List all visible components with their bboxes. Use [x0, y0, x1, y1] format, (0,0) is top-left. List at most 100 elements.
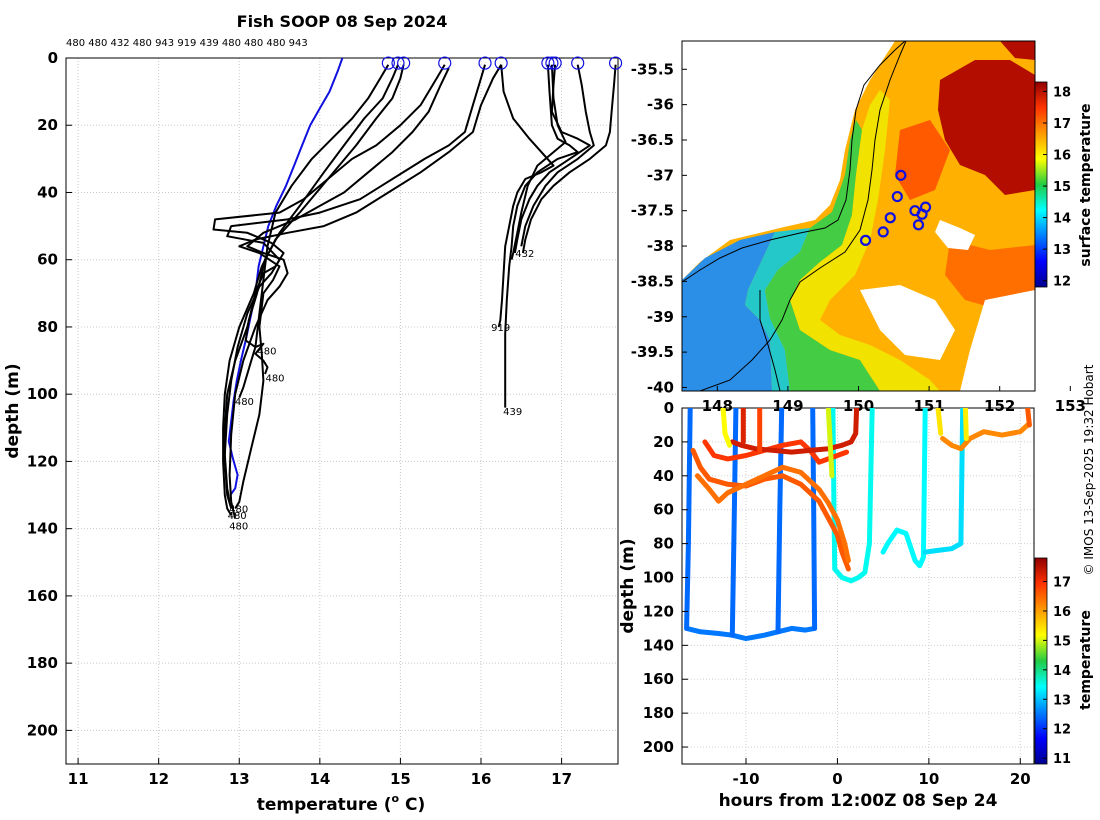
temperature-track [690, 447, 851, 572]
temperature-track [729, 408, 739, 638]
surface-marker [397, 56, 411, 70]
y-tick-label: 120 [643, 602, 674, 620]
colorbar-tick-label: 18 [1053, 85, 1071, 100]
surface-marker [391, 56, 405, 70]
temperature-track [729, 408, 860, 455]
y-tick-labels: 0 20 40 60 80 100 120 140 160 180 200 [27, 49, 72, 739]
colorbar-tick-label: 16 [1053, 149, 1071, 164]
colorbar-tick-label: 16 [1053, 605, 1071, 620]
sst-warm-core-1 [938, 60, 1035, 195]
cast-location-marker [895, 169, 907, 181]
watermark: © IMOS 13-Sep-2025 19:32 Hobart [1082, 364, 1096, 575]
lon-tick-label: 150 [843, 397, 874, 415]
y-tick-label: 140 [643, 636, 674, 654]
series-line-cast-480b [244, 64, 399, 375]
x-tick-label: 14 [309, 770, 330, 788]
lat-tick-label: -35.5 [631, 60, 674, 78]
series-line-cast-warm3 [513, 64, 591, 254]
xlabel-main: temperature ( [257, 795, 392, 815]
profile-chart: Fish SOOP 08 Sep 2024 480 480 432 480 94… [3, 12, 623, 815]
y-tick-label: 140 [27, 520, 58, 538]
y-tick-label: 180 [643, 704, 674, 722]
sst-warm-core-3 [945, 240, 1035, 310]
sst-cyan-band [745, 228, 810, 391]
y-tick-label: 80 [37, 318, 58, 336]
y-tick-label: 40 [37, 183, 58, 201]
cast-end-label: 919 [491, 323, 510, 334]
x-tick-label: 12 [148, 770, 169, 788]
y-tick-label: 120 [27, 452, 58, 470]
sst-blue-region [682, 232, 775, 391]
series-line-cast-warm2 [504, 64, 579, 408]
cast-end-label: 480 [229, 521, 248, 532]
temperature-track [775, 408, 785, 635]
colorbar-tick-label: 12 [1053, 723, 1071, 738]
cast-location-marker [909, 205, 921, 217]
x-tick-label: 10 [918, 770, 939, 788]
colorbar-tick-label: 11 [1053, 752, 1071, 767]
y-tick-label: 0 [48, 49, 58, 67]
xlabel-unit: C) [399, 795, 425, 815]
lon-tick-label: 148 [702, 397, 733, 415]
sst-cloud-patch-4 [1000, 41, 1035, 60]
sst-colorbar-ticks: 12 13 14 15 16 17 18 [1043, 85, 1071, 290]
lat-tick-label: -39.5 [631, 343, 674, 361]
temperature-colorbar-label: temperature [1078, 610, 1094, 710]
colorbar-tick-label: 13 [1053, 693, 1071, 708]
cast-location-marker [884, 212, 896, 224]
sst-cloud-patch-1 [935, 220, 975, 250]
lon-tick-label: 152 [984, 397, 1015, 415]
y-tick-label: 60 [37, 251, 58, 269]
surface-marker [548, 56, 562, 70]
colorbar-tick-label: 15 [1053, 634, 1071, 649]
sst-cloud-patch-3 [960, 290, 1035, 391]
y-tick-label: 20 [37, 116, 58, 134]
x-tick-label: 11 [68, 770, 89, 788]
y-tick-label: 100 [27, 385, 58, 403]
surface-marker [494, 56, 508, 70]
y-tick-label: 20 [653, 433, 674, 451]
profile-grid [66, 57, 618, 764]
temperature-track [720, 408, 732, 448]
series-line-cast-480c [212, 64, 446, 509]
shelf-contour-south [759, 290, 781, 391]
series-line-cast-919 [234, 64, 503, 510]
sst-map: -35.5 -36 -36.5 -37 -37.5 -38 -38.5 -39 -39.5 -40… [631, 40, 1094, 415]
lat-tick-label: -37 [647, 166, 674, 184]
top-cast-labels: 480 480 432 480 943 919 439 480 480 480 … [66, 38, 308, 49]
cast-end-label: 439 [503, 407, 522, 418]
x-tick-label: 15 [390, 770, 411, 788]
temperature-track [684, 625, 818, 642]
cast-end-label: 480 [265, 373, 284, 384]
temperature-tracks [684, 408, 1032, 642]
x-tick-label: 0 [832, 770, 842, 788]
surface-marker [608, 56, 623, 70]
cast-end-label: 480 [228, 511, 247, 522]
temperature-track [684, 408, 693, 631]
lon-tick-label: 153 [1055, 397, 1086, 415]
time-depth-grid [682, 407, 1034, 764]
cast-end-label: 432 [515, 249, 534, 260]
temperature-track [940, 422, 1031, 452]
temperature-track [935, 408, 944, 436]
depth-tick-labels: 0 20 40 60 80 100 120 140 160 180 200 [643, 399, 688, 756]
surface-marker [571, 56, 585, 70]
cast-end-label: 480 [257, 346, 276, 357]
cast-location-marker [877, 226, 889, 238]
time-depth-chart: -10 0 10 20 0 20 40 60 80 100 120 140 160 180 200 hou… [618, 399, 1094, 811]
lat-tick-label: -36.5 [631, 131, 674, 149]
lat-tick-label: -38.5 [631, 272, 674, 290]
profile-series [212, 58, 617, 519]
surface-marker [381, 56, 395, 70]
colorbar-tick-label: 15 [1053, 180, 1071, 195]
hours-tick-labels: -10 0 10 20 [732, 758, 1031, 788]
profile-axes-box [65, 57, 619, 765]
colorbar-tick-label: 12 [1053, 275, 1071, 290]
surface-marker [438, 56, 452, 70]
cast-end-label: 480 [235, 397, 254, 408]
cast-location-marker [891, 190, 903, 203]
surface-marker [545, 56, 559, 70]
series-line-cast-439 [228, 67, 450, 519]
